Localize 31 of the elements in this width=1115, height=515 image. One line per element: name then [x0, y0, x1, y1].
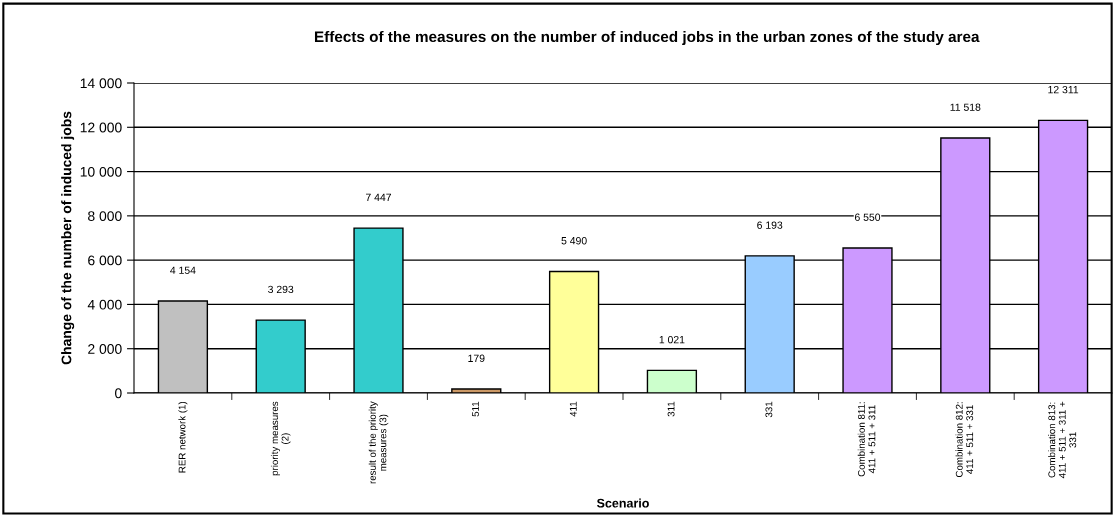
y-tick-label: 0 [115, 388, 122, 399]
data-label: 11 518 [950, 103, 981, 111]
chart-title: Effects of the measures on the number of induced jobs in the urban zones of the study area [314, 30, 980, 46]
x-tick-label: 511 [472, 401, 479, 417]
y-tick-label: 12 000 [80, 122, 122, 133]
data-label: 179 [468, 354, 485, 362]
data-label: 1 021 [659, 335, 685, 344]
data-label: 4 154 [170, 266, 196, 274]
y-tick-label: 8 000 [88, 211, 122, 222]
data-label: 5 490 [561, 237, 587, 245]
x-tick-label: Combination 811: 411 + 511 + 311 [857, 402, 876, 477]
y-tick-label: 6 000 [88, 255, 122, 266]
y-axis-title: Change of the number of induced jobs [61, 111, 75, 365]
data-label: 3 293 [268, 285, 294, 294]
x-axis-title: Scenario [596, 498, 649, 508]
x-tick-label: 311 [667, 401, 675, 417]
y-tick-label: 14 000 [80, 78, 122, 89]
y-tick-label: 2 000 [88, 344, 122, 354]
y-tick-label: 4 000 [87, 299, 122, 310]
data-label: 12 311 [1048, 85, 1079, 94]
x-tick-label: Combination 812: 411 + 511 + 331 [955, 402, 974, 478]
x-tick-label: result of the priority measures (3) [368, 401, 389, 484]
x-tick-label: Combination 813: 411 + 511 + 311 + 331 [1048, 401, 1077, 479]
data-label: 6 193 [757, 221, 783, 229]
x-tick-label: priority measures (2) [270, 401, 291, 476]
data-label: 7 447 [366, 193, 392, 201]
x-tick-label: RER network (1) [178, 401, 188, 473]
x-tick-label: 331 [765, 401, 773, 418]
data-label: 6 550 [855, 213, 881, 221]
y-tick-label: 10 000 [80, 166, 122, 177]
x-tick-label: 411 [569, 401, 577, 417]
